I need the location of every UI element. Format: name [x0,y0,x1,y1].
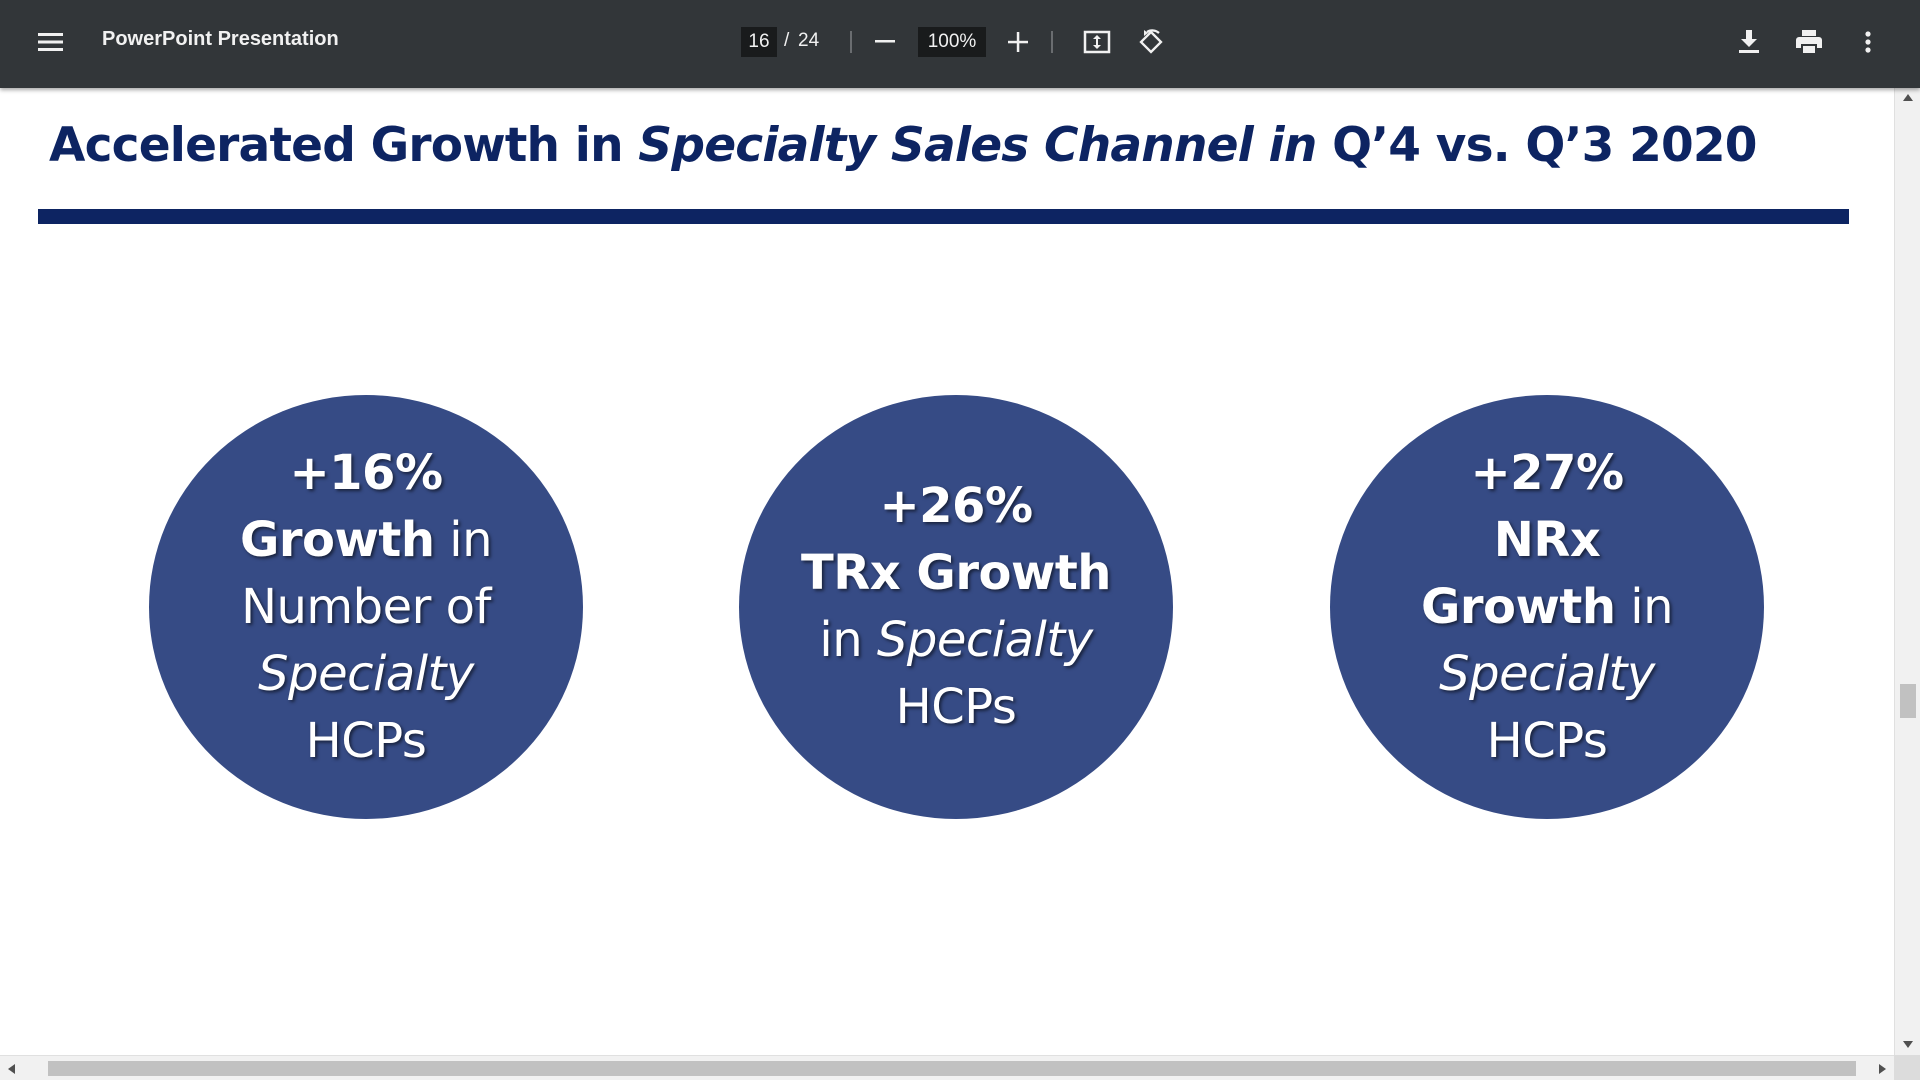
minus-icon [875,40,895,43]
circle-text-bold: Growth [239,511,435,568]
page-number-input[interactable]: 16 [741,27,777,57]
circle-text: in [1615,578,1674,635]
circle-text: HCPs [895,679,1017,735]
more-vertical-icon [1865,31,1871,53]
document-title: PowerPoint Presentation [102,28,339,50]
scroll-down-arrow-icon [1903,1041,1913,1048]
page-total: 24 [798,30,820,51]
rotate-counterclockwise-icon [1139,29,1163,54]
vertical-scrollbar[interactable] [1894,88,1920,1055]
rotate-button[interactable] [1127,18,1175,66]
growth-circle-hcps: +16% Growth in Number of Specialty HCPs [149,395,583,819]
slide-title-part1: Accelerated Growth in [49,118,639,173]
page-separator: / [784,30,790,51]
fit-to-page-icon [1083,30,1111,54]
plus-icon [1008,32,1028,52]
zoom-level-input[interactable]: 100% [918,27,986,57]
circle-text: Number of [241,578,491,635]
slide-title-italic: Specialty Sales Channel in [638,118,1317,173]
circle-text-italic: Specialty [1439,645,1655,702]
circle-text-bold: Growth [1420,578,1616,635]
print-button[interactable] [1785,18,1833,66]
download-button[interactable] [1725,18,1773,66]
circle-text-bold: NRx [1493,511,1601,568]
toolbar-divider [1051,31,1053,53]
circle-text-italic: Specialty [876,612,1093,668]
toolbar-divider [850,31,852,53]
download-icon [1739,30,1759,53]
slide-title: Accelerated Growth in Specialty Sales Ch… [49,118,1869,173]
slide-title-part2: Q’4 vs. Q’3 2020 [1316,118,1757,173]
circle-text: HCPs [305,712,427,769]
scroll-up-arrow-icon [1903,94,1913,101]
circle-text-italic: Specialty [258,645,474,702]
vertical-scroll-thumb[interactable] [1900,684,1916,718]
horizontal-scrollbar[interactable] [0,1055,1894,1080]
circle-text-bold: TRx Growth [801,545,1111,601]
fit-to-page-button[interactable] [1073,18,1121,66]
circle-text: HCPs [1486,712,1608,769]
print-icon [1796,30,1822,53]
scrollbar-corner [1894,1055,1920,1080]
scroll-left-arrow-icon [8,1064,15,1074]
scroll-right-arrow-icon [1879,1064,1886,1074]
circle-text: in [819,612,877,668]
more-options-button[interactable] [1844,18,1892,66]
circle-stat: +26% [879,478,1033,534]
horizontal-scroll-thumb[interactable] [48,1061,1856,1076]
growth-circle-trx: +26% TRx Growth in Specialty HCPs [739,395,1173,819]
pdf-page: Accelerated Growth in Specialty Sales Ch… [0,88,1920,1080]
circle-stat: +16% [289,444,443,501]
circle-text: in [434,511,493,568]
pdf-viewer-toolbar: PowerPoint Presentation 16 / 24 100% [0,0,1920,88]
title-underline-bar [38,209,1849,224]
zoom-in-button[interactable] [994,18,1042,66]
circle-stat: +27% [1470,444,1624,501]
zoom-out-button[interactable] [861,18,909,66]
hamburger-menu-icon[interactable] [27,18,75,66]
growth-circle-nrx: +27% NRx Growth in Specialty HCPs [1330,395,1764,819]
